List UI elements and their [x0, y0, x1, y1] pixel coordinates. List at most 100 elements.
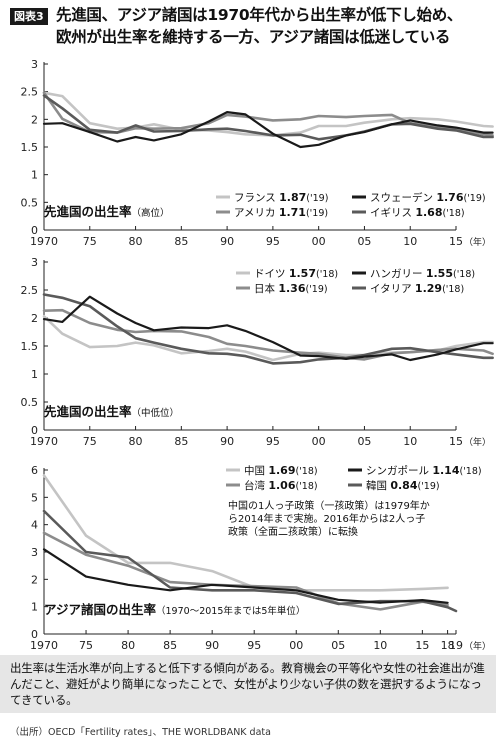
y-tick-label: 0	[31, 224, 38, 237]
legend-year: ('18)	[442, 284, 464, 295]
x-tick-label: 90	[205, 639, 219, 652]
series-line-1-1	[42, 91, 494, 137]
y-tick-label: 0.5	[21, 196, 39, 209]
legend-year: ('18)	[295, 481, 317, 492]
legend-entry: ドイツ 1.57('18)	[254, 267, 338, 280]
annotation-line-3: 政策（全面二孩政策）に転換	[228, 525, 358, 538]
legend-year: ('19)	[305, 284, 327, 295]
series-line-3-2	[42, 548, 449, 604]
legend-name: フランス	[234, 192, 279, 204]
x-tick-label: 1970	[30, 639, 58, 652]
series-line-2-2	[42, 295, 494, 362]
legend-name: ドイツ	[254, 268, 289, 280]
y-tick-label: 1.5	[21, 141, 39, 154]
x-tick-label: 1970	[30, 435, 58, 448]
y-tick-label: 0.5	[21, 396, 39, 409]
panel-title-sub: （1970～2015年までは5年単位）	[156, 605, 305, 617]
series-line-2-4	[42, 293, 494, 365]
x-tick-label: 00	[289, 639, 303, 652]
series-line-3-4	[42, 509, 458, 613]
x-tick-label: 85	[174, 435, 188, 448]
panel-title-sub: （高位）	[132, 207, 170, 219]
x-axis-unit: （年）	[464, 436, 491, 448]
title-line-2: 欧州が出生率を維持する一方、アジア諸国は低迷している	[56, 28, 451, 46]
x-tick-label: 95	[266, 435, 280, 448]
title-line-1: 先進国、アジア諸国は1970年代から出生率が低下し始め、	[56, 6, 463, 24]
footer-note-box: 出生率は生活水準が向上すると低下する傾向がある。教育機会の平等化や女性の社会進出…	[0, 655, 496, 713]
legend-value: 1.57	[289, 267, 316, 280]
panel-title: 先進国の出生率（高位）	[44, 204, 170, 219]
legend-name: アメリカ	[234, 207, 279, 219]
x-tick-label: 00	[312, 235, 326, 248]
legend-entry: 日本 1.36('19)	[254, 282, 328, 295]
legend-value: 1.14	[432, 464, 459, 477]
y-tick-label: 1	[31, 169, 38, 182]
x-tick-label: 85	[174, 235, 188, 248]
legend-entry: 韓国 0.84('19)	[366, 479, 440, 492]
footer-note-text: 出生率は生活水準が向上すると低下する傾向がある。教育機会の平等化や女性の社会進出…	[10, 661, 485, 707]
legend-year: ('18)	[295, 466, 317, 477]
y-tick-label: 2.5	[21, 284, 39, 297]
x-tick-label: 00	[312, 435, 326, 448]
legend-entry: スウェーデン 1.76('19)	[370, 191, 486, 204]
legend-year: ('18)	[453, 269, 475, 280]
x-tick-label: 18	[441, 639, 455, 652]
y-tick-label: 2	[31, 113, 38, 126]
series-line-1-3	[42, 91, 494, 137]
legend-name: 台湾	[244, 479, 268, 492]
x-tick-label: 90	[220, 235, 234, 248]
legend-entry: アメリカ 1.71('19)	[234, 206, 328, 219]
x-axis-unit: （年）	[464, 640, 491, 652]
legend-value: 0.84	[390, 479, 417, 492]
y-tick-label: 6	[31, 464, 38, 477]
legend-entry: ハンガリー 1.55('18)	[370, 267, 475, 280]
legend-entry: イギリス 1.68('18)	[370, 206, 465, 219]
y-tick-label: 2	[31, 312, 38, 325]
legend-value: 1.36	[278, 282, 305, 295]
x-tick-label: 95	[247, 639, 261, 652]
legend-year: ('18)	[442, 208, 464, 219]
y-tick-label: 1	[31, 368, 38, 381]
x-tick-label: 10	[403, 435, 417, 448]
legend-entry: シンガポール 1.14('18)	[366, 464, 482, 477]
legend-value: 1.87	[279, 191, 306, 204]
panel-title-sub: （中低位）	[132, 407, 180, 419]
legend-name: イギリス	[370, 207, 415, 219]
legend-year: ('18)	[316, 269, 338, 280]
legend-year: ('19)	[306, 193, 328, 204]
x-tick-label: 80	[129, 435, 143, 448]
y-tick-label: 3	[31, 256, 38, 269]
x-tick-label: 75	[83, 435, 97, 448]
series-line-1-2	[42, 111, 494, 149]
x-tick-label: 15	[415, 639, 429, 652]
panel-title: 先進国の出生率（中低位）	[44, 404, 179, 419]
legend-entry: イタリア 1.29('18)	[370, 282, 464, 295]
y-tick-label: 0	[31, 424, 38, 437]
panel-title-main: アジア諸国の出生率	[44, 602, 157, 617]
legend-year: ('19)	[306, 208, 328, 219]
legend-year: ('19)	[463, 193, 485, 204]
legend-year: ('18)	[459, 466, 481, 477]
legend-value: 1.29	[415, 282, 442, 295]
y-tick-label: 4	[31, 519, 38, 532]
x-tick-label: 95	[266, 235, 280, 248]
legend-name: スウェーデン	[370, 191, 436, 204]
legend-value: 1.76	[436, 191, 463, 204]
legend-name: ハンガリー	[370, 268, 426, 280]
x-tick-label: 19	[449, 639, 463, 652]
x-tick-label: 75	[83, 235, 97, 248]
annotation-line-2: ら2014年まで実施。2016年からは2人っ子	[228, 512, 425, 525]
x-tick-label: 80	[121, 639, 135, 652]
panel-title: アジア諸国の出生率（1970～2015年までは5年単位）	[44, 602, 305, 617]
x-tick-label: 15	[449, 235, 463, 248]
panel-title-main: 先進国の出生率	[44, 204, 132, 219]
source-credit: （出所）OECD「Fertility rates」、THE WORLDBANK …	[10, 727, 271, 738]
chart-panel-2: 0 0.5 1 1.5 2 2.5 3 1970 75 80 85 90 95 00 05 10 15 （年） ドイ…	[21, 256, 494, 448]
figure-badge: 図表3	[10, 8, 48, 25]
x-tick-label: 75	[79, 639, 93, 652]
figure-title: 先進国、アジア諸国は1970年代から出生率が低下し始め、 欧州が出生率を維持する…	[56, 4, 490, 48]
legend-entry: フランス 1.87('19)	[234, 191, 328, 204]
x-tick-label: 05	[357, 435, 371, 448]
